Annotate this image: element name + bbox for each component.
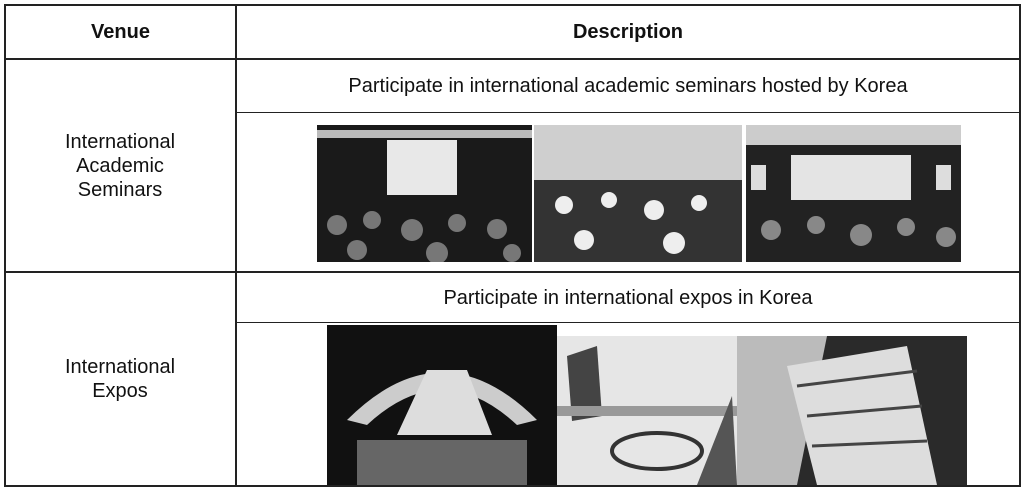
header-description: Description [572,21,684,43]
photo [737,336,967,485]
photo [746,125,961,262]
border [4,485,1021,487]
photo [327,325,557,485]
header-venue: Venue [91,21,150,43]
border [4,4,1021,6]
description: Participate in international academic se… [348,75,908,97]
photo [534,125,742,262]
border [236,112,1021,113]
venue: International Expos [64,356,176,402]
photo [557,336,737,485]
border [4,58,1021,60]
description: Participate in international expos in Ko… [443,286,813,309]
photo [317,125,532,262]
border [1019,4,1021,487]
border [236,322,1021,323]
border [4,271,1021,273]
border [235,4,237,487]
border [4,4,6,487]
venue: International Academic Seminars [64,130,176,201]
